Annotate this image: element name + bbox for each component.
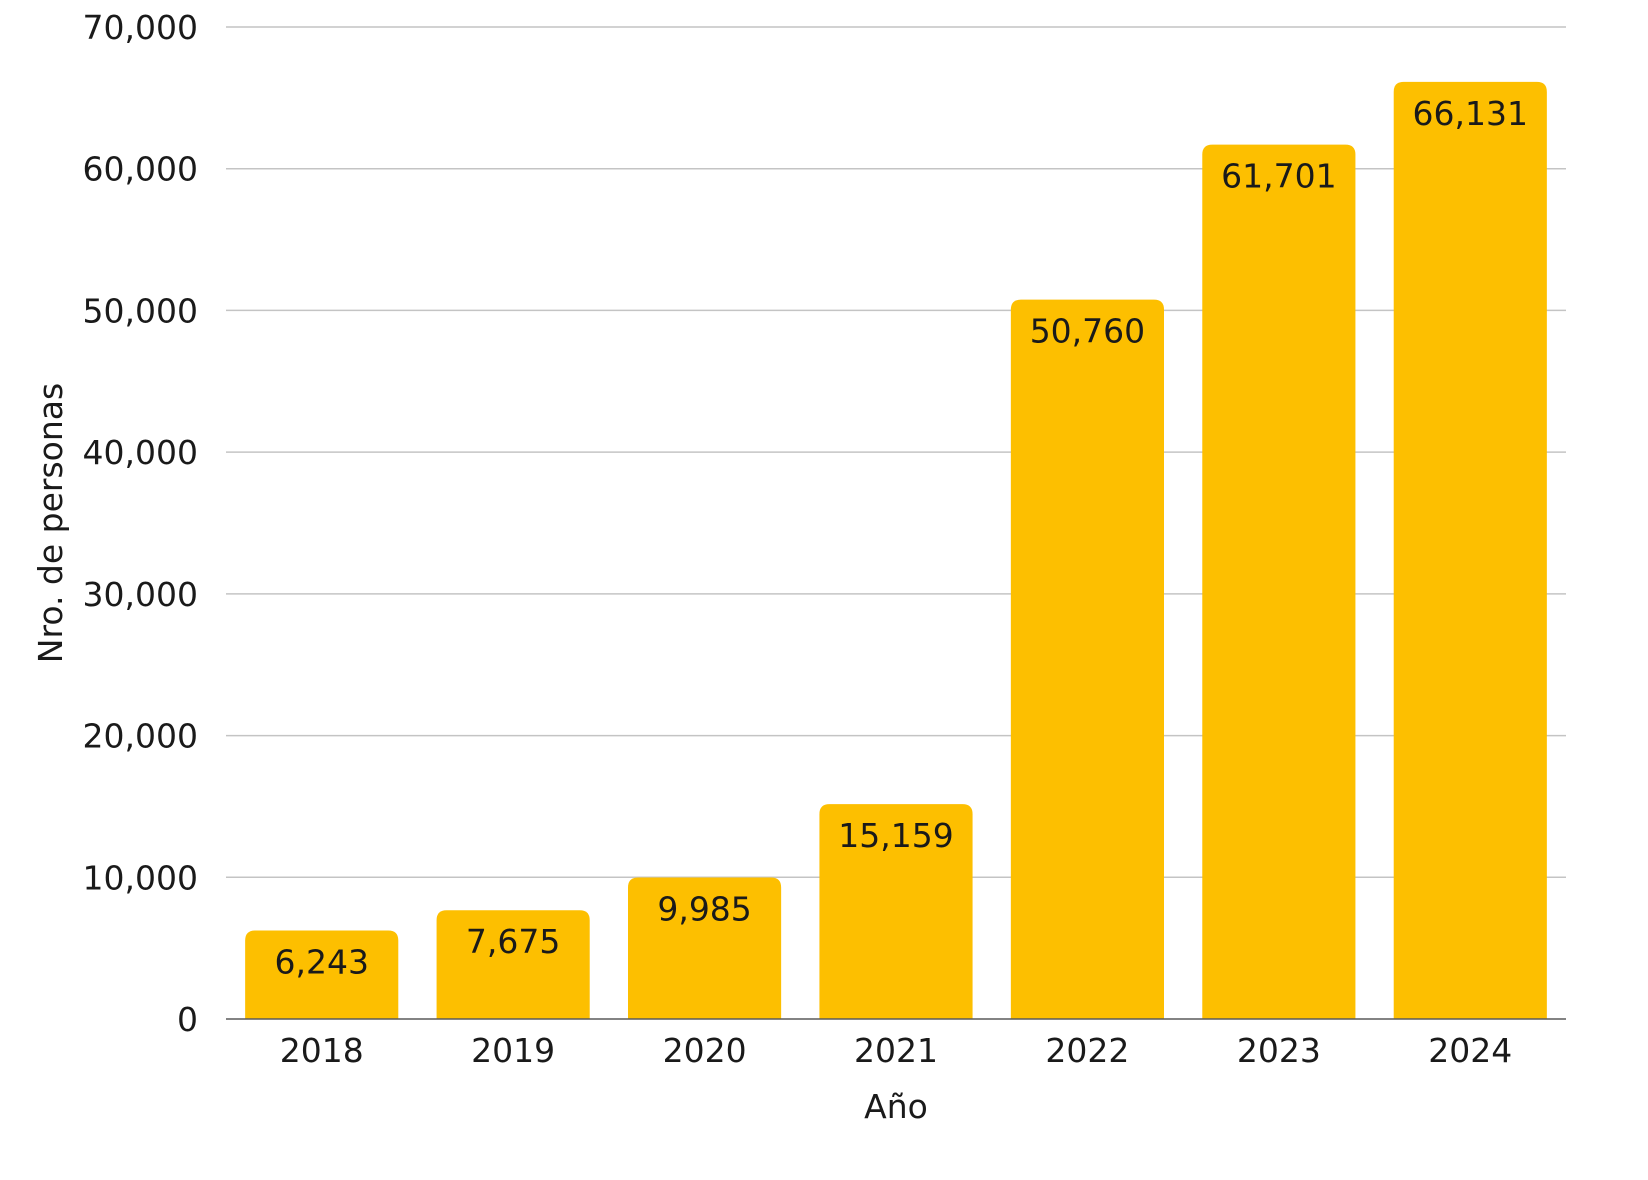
bar xyxy=(436,910,590,1019)
y-tick-label: 30,000 xyxy=(83,575,198,614)
bar xyxy=(819,804,973,1019)
y-tick-label: 40,000 xyxy=(83,433,198,472)
x-axis-ticks: 2018 2019 2020 2021 2022 2023 2024 xyxy=(280,1031,1513,1070)
bar xyxy=(245,930,399,1019)
y-tick-label: 20,000 xyxy=(83,717,198,756)
data-label: 7,675 xyxy=(466,922,560,961)
x-tick-label: 2023 xyxy=(1237,1031,1321,1070)
x-tick-label: 2019 xyxy=(471,1031,555,1070)
bar xyxy=(1202,144,1356,1019)
y-tick-label: 50,000 xyxy=(83,291,198,330)
y-tick-label: 10,000 xyxy=(83,858,198,897)
data-label: 50,760 xyxy=(1030,312,1145,351)
data-label: 6,243 xyxy=(274,943,368,982)
y-tick-label: 60,000 xyxy=(83,150,198,189)
bar xyxy=(1010,299,1164,1019)
x-axis-title: Año xyxy=(864,1087,928,1126)
bar xyxy=(1393,81,1547,1020)
y-tick-label: 0 xyxy=(177,1000,198,1039)
gridlines xyxy=(226,26,1566,879)
data-label: 15,159 xyxy=(838,816,953,855)
data-labels: 6,243 7,675 9,985 15,159 50,760 61,701 66,131 xyxy=(274,94,1528,982)
y-axis-ticks: 0 10,000 20,000 30,000 40,000 50,000 60,000 70,… xyxy=(83,8,198,1039)
bar xyxy=(628,877,782,1019)
x-tick-label: 2020 xyxy=(663,1031,747,1070)
x-tick-label: 2022 xyxy=(1045,1031,1129,1070)
y-axis-title: Nro. de personas xyxy=(31,383,70,663)
x-tick-label: 2018 xyxy=(280,1031,364,1070)
x-tick-label: 2021 xyxy=(854,1031,938,1070)
data-label: 9,985 xyxy=(657,889,751,928)
data-label: 66,131 xyxy=(1413,94,1528,133)
data-label: 61,701 xyxy=(1221,157,1336,196)
x-tick-label: 2024 xyxy=(1428,1031,1512,1070)
y-tick-label: 70,000 xyxy=(83,8,198,47)
bars xyxy=(245,81,1547,1020)
